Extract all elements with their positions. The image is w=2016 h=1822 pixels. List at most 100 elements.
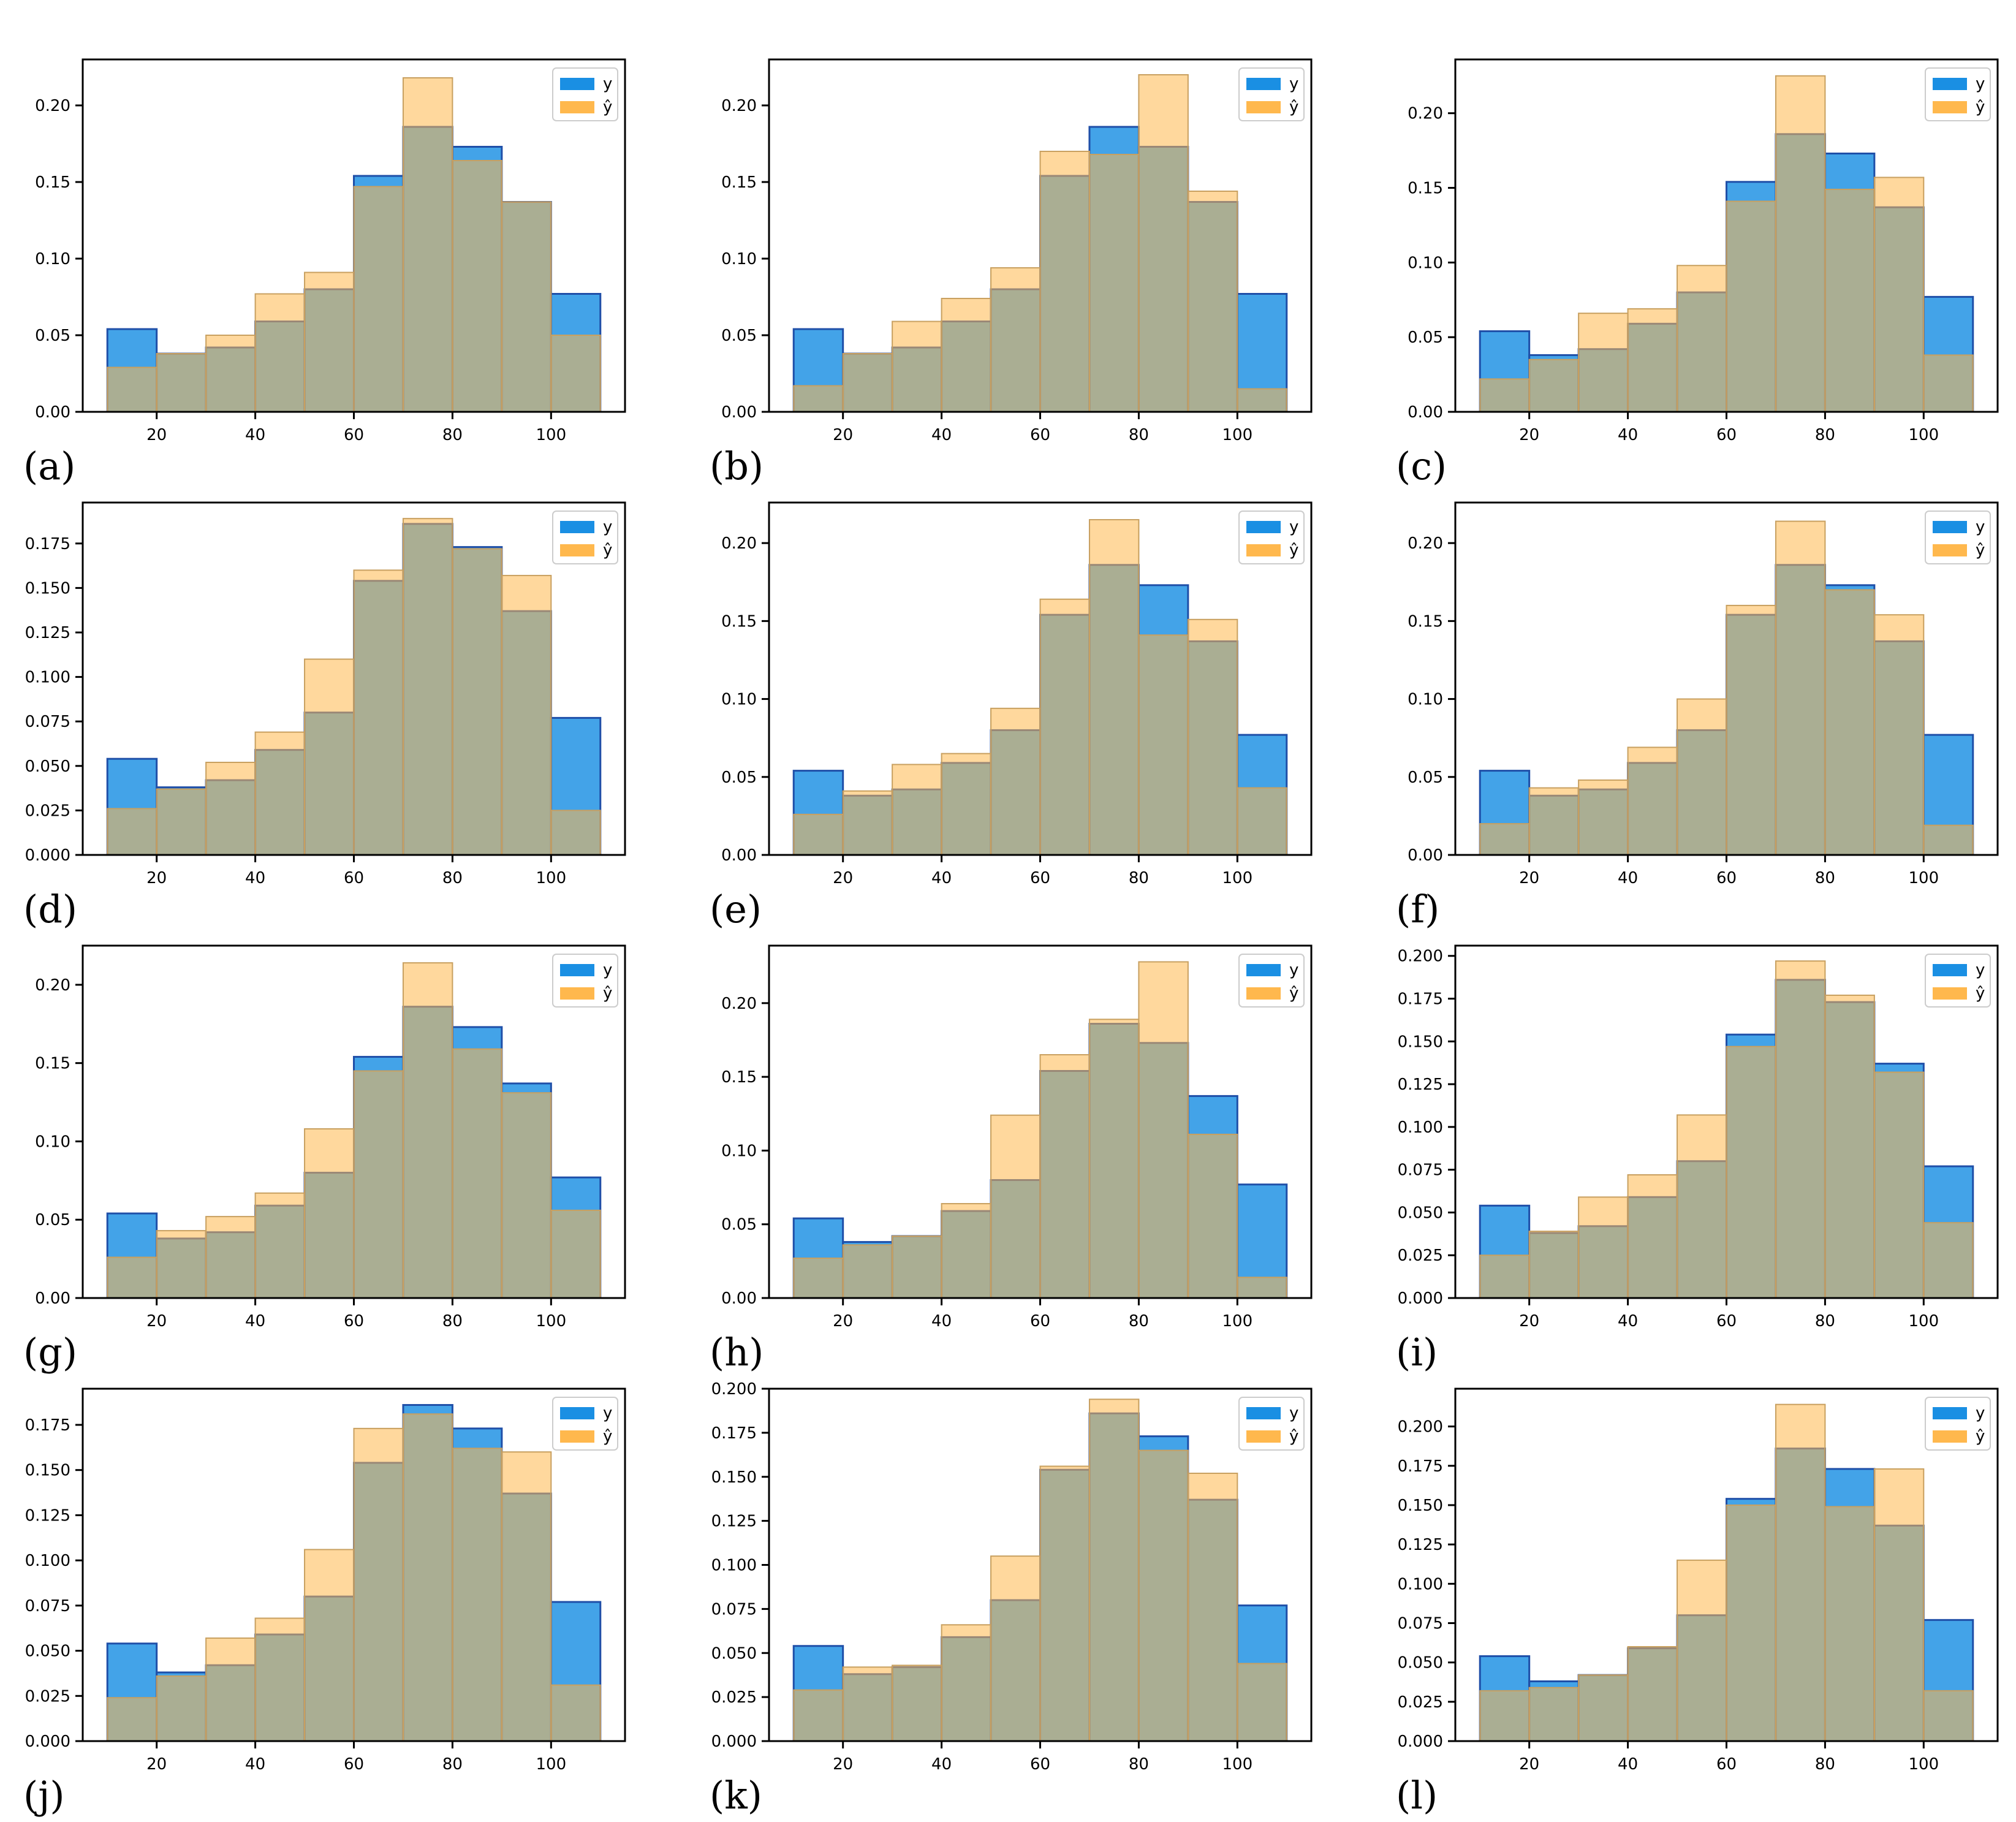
- y-tick-label: 0.025: [711, 1688, 757, 1707]
- x-tick-label: 80: [1129, 1755, 1149, 1774]
- y-tick-label: 0.025: [1398, 1693, 1443, 1712]
- y-tick-label: 0.05: [721, 327, 757, 345]
- bar-y-hat: [1039, 1465, 1090, 1742]
- bar-y-hat: [304, 1549, 355, 1742]
- x-tick-label: 60: [344, 426, 364, 444]
- bar-y-hat: [1237, 787, 1287, 856]
- y-tick-label: 0.000: [711, 1733, 757, 1751]
- x-tick-label: 40: [245, 426, 265, 444]
- y-tick-label: 0.050: [25, 1642, 70, 1661]
- x-tick-label: 60: [344, 1312, 364, 1330]
- histogram-panel: 0.00 0.05 0.10 0.15 0.20 20 40 60 80 100 yŷ (g): [23, 944, 626, 1375]
- y-tick-label: 0.000: [25, 846, 70, 865]
- y-tick-label: 0.05: [1408, 769, 1443, 787]
- bar-y-hat: [1578, 1196, 1629, 1299]
- bar-y-hat: [842, 1666, 893, 1742]
- legend-swatch-y: [560, 78, 594, 90]
- y-tick-label: 0.000: [25, 1733, 70, 1751]
- bar-y-hat: [941, 1203, 992, 1299]
- x-tick-label: 100: [1222, 1755, 1252, 1774]
- bar-y-hat: [1873, 1071, 1925, 1299]
- y-tick-label: 0.00: [35, 403, 70, 422]
- bar-y-hat: [402, 1413, 453, 1742]
- y-tick-label: 0.200: [711, 1380, 757, 1399]
- bar-y-hat: [1775, 960, 1826, 1299]
- y-tick-label: 0.20: [721, 534, 757, 553]
- legend-label-y-hat: ŷ: [1289, 541, 1298, 560]
- panel-label: (e): [710, 887, 762, 932]
- x-tick-label: 60: [1030, 426, 1050, 444]
- bar-y-hat: [1479, 1690, 1530, 1742]
- legend-swatch-y: [1933, 1407, 1967, 1419]
- x-tick-label: 60: [344, 1755, 364, 1774]
- y-tick-label: 0.175: [711, 1424, 757, 1443]
- y-tick-label: 0.00: [1408, 403, 1443, 422]
- x-tick-label: 80: [442, 1755, 463, 1774]
- histogram-panel: 0.000 0.025 0.050 0.075 0.100 0.125 0.150 0.175…: [23, 1387, 626, 1818]
- y-tick-label: 0.050: [1398, 1654, 1443, 1672]
- y-tick-label: 0.200: [1398, 947, 1443, 966]
- bar-y-hat: [550, 810, 601, 856]
- legend-label-y-hat: ŷ: [1289, 1427, 1298, 1446]
- legend-label-y-hat: ŷ: [1976, 98, 1985, 116]
- y-tick-label: 0.175: [1398, 990, 1443, 1009]
- y-tick-label: 0.075: [25, 1597, 70, 1615]
- panel-label: (g): [23, 1330, 77, 1375]
- bar-y-hat: [1873, 1468, 1925, 1742]
- bar-y-hat: [550, 1209, 601, 1299]
- y-tick-label: 0.10: [1408, 254, 1443, 272]
- x-tick-label: 100: [1908, 426, 1939, 444]
- bar-y-hat: [1627, 1645, 1678, 1742]
- x-tick-label: 60: [1030, 869, 1050, 887]
- panel-label: (b): [710, 444, 764, 488]
- bar-y-hat: [1578, 313, 1629, 412]
- bar-y-hat: [452, 1448, 502, 1742]
- histogram-panel: 0.00 0.05 0.10 0.15 0.20 20 40 60 80 100 yŷ (e): [710, 501, 1313, 932]
- x-tick-label: 80: [442, 426, 463, 444]
- y-tick-label: 0.10: [35, 250, 70, 268]
- legend-label-y: y: [1289, 961, 1298, 979]
- y-tick-label: 0.15: [1408, 612, 1443, 631]
- bar-y-hat: [205, 761, 256, 856]
- y-tick-label: 0.150: [25, 579, 70, 598]
- legend-label-y-hat: ŷ: [1976, 541, 1985, 560]
- y-tick-label: 0.150: [711, 1468, 757, 1487]
- histogram-panel: 0.000 0.025 0.050 0.075 0.100 0.125 0.150 0.175…: [23, 501, 626, 932]
- x-tick-label: 40: [1618, 1755, 1638, 1774]
- bar-y-hat: [793, 1258, 844, 1299]
- bar-y-hat: [793, 813, 844, 856]
- y-tick-label: 0.125: [25, 1506, 70, 1525]
- bar-y-hat: [353, 1070, 404, 1299]
- y-tick-label: 0.025: [25, 1687, 70, 1706]
- bar-y-hat: [156, 1675, 207, 1742]
- panel-label: (h): [710, 1330, 764, 1375]
- y-tick-label: 0.075: [1398, 1614, 1443, 1633]
- x-tick-label: 100: [536, 869, 566, 887]
- y-tick-label: 0.20: [1408, 534, 1443, 553]
- bar-y-hat: [254, 293, 306, 412]
- panel-label: (c): [1396, 444, 1447, 488]
- bar-y-hat: [353, 569, 404, 856]
- bar-y-hat: [1775, 1403, 1826, 1742]
- x-tick-label: 80: [1815, 1312, 1835, 1330]
- panel-label: (f): [1396, 887, 1439, 932]
- y-tick-label: 0.10: [721, 250, 757, 268]
- x-tick-label: 40: [245, 869, 265, 887]
- y-tick-label: 0.075: [25, 713, 70, 731]
- bar-y-hat: [1138, 634, 1189, 856]
- y-tick-label: 0.000: [1398, 1289, 1443, 1308]
- y-tick-label: 0.15: [35, 173, 70, 192]
- bar-y-hat: [205, 335, 256, 412]
- bar-y-hat: [1578, 1674, 1629, 1742]
- legend-label-y: y: [1289, 518, 1298, 536]
- legend-swatch-y: [1246, 964, 1281, 976]
- y-tick-label: 0.100: [711, 1557, 757, 1575]
- bar-y-hat: [842, 353, 893, 412]
- legend-label-y-hat: ŷ: [1976, 1427, 1985, 1446]
- bar-y-hat: [1627, 1174, 1678, 1299]
- histogram-panel: 0.000 0.025 0.050 0.075 0.100 0.125 0.150 0.175…: [710, 1380, 1313, 1818]
- x-tick-label: 60: [1716, 1755, 1737, 1774]
- bar-y-hat: [353, 1427, 404, 1742]
- bar-y-hat: [1726, 1046, 1776, 1299]
- bar-y-hat: [1627, 308, 1678, 412]
